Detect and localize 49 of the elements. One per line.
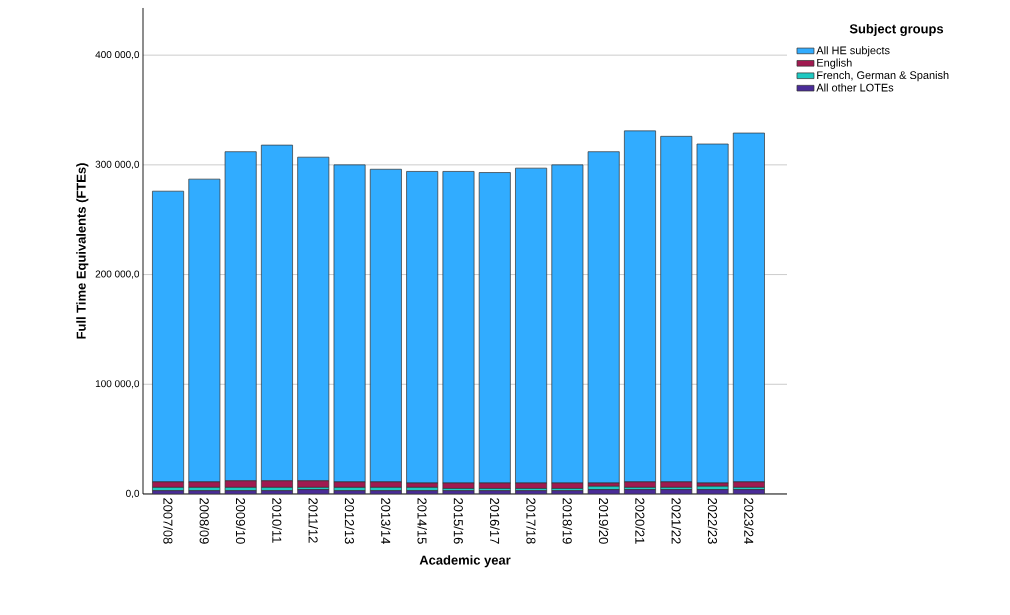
bar — [587, 151, 620, 484]
bar — [732, 132, 765, 483]
x-tick-label: 2011/12 — [308, 498, 319, 543]
x-tick-label: 2019/20 — [598, 498, 609, 544]
y-tick-label: 0,0 — [126, 489, 140, 499]
y-axis-title: Full Time Equivalents (FTEs) — [76, 163, 89, 339]
bar — [551, 164, 584, 484]
x-tick-label: 2018/19 — [562, 498, 573, 544]
legend-title: Subject groups — [849, 23, 944, 37]
x-tick-label: 2022/23 — [707, 498, 718, 544]
x-tick-label: 2023/24 — [744, 498, 754, 544]
bar — [333, 164, 366, 483]
bar — [515, 167, 548, 484]
legend-label: All other LOTEs — [816, 83, 894, 92]
bar — [624, 489, 656, 494]
bar — [696, 489, 729, 494]
bar — [297, 489, 330, 494]
bar — [660, 135, 693, 483]
bar — [478, 172, 511, 484]
x-tick-label: 2013/14 — [381, 498, 391, 544]
bar — [660, 489, 693, 494]
x-tick-label: 2008/09 — [199, 498, 210, 544]
bar — [406, 171, 439, 484]
bar — [624, 130, 656, 483]
x-axis-title: Academic year — [419, 555, 511, 568]
bar — [188, 178, 221, 483]
bar — [369, 168, 402, 483]
bar — [152, 190, 185, 483]
x-tick-label: 2014/15 — [417, 498, 427, 544]
x-tick-label: 2010/11 — [272, 498, 282, 543]
legend-label: All HE subjects — [816, 46, 890, 57]
bar — [696, 143, 729, 484]
y-tick-label: 400 000,0 — [95, 51, 140, 60]
y-tick-label: 100 000,0 — [95, 380, 140, 389]
x-tick-label: 2009/10 — [235, 498, 246, 544]
legend-label: French, German & Spanish — [817, 71, 949, 82]
x-tick-label: 2017/18 — [526, 498, 536, 544]
x-tick-label: 2007/08 — [163, 498, 173, 544]
x-tick-label: 2012/13 — [344, 498, 355, 544]
bar — [442, 171, 475, 484]
x-tick-label: 2020/21 — [635, 498, 645, 544]
y-tick-label: 200 000,0 — [95, 270, 140, 279]
legend-label: English — [817, 58, 852, 69]
x-tick-label: 2021/22 — [671, 498, 682, 544]
bar — [732, 489, 765, 494]
y-tick-label: 300 000,0 — [95, 160, 140, 169]
x-tick-label: 2015/16 — [453, 498, 464, 544]
x-tick-label: 2016/17 — [490, 498, 500, 544]
bar — [587, 489, 620, 494]
